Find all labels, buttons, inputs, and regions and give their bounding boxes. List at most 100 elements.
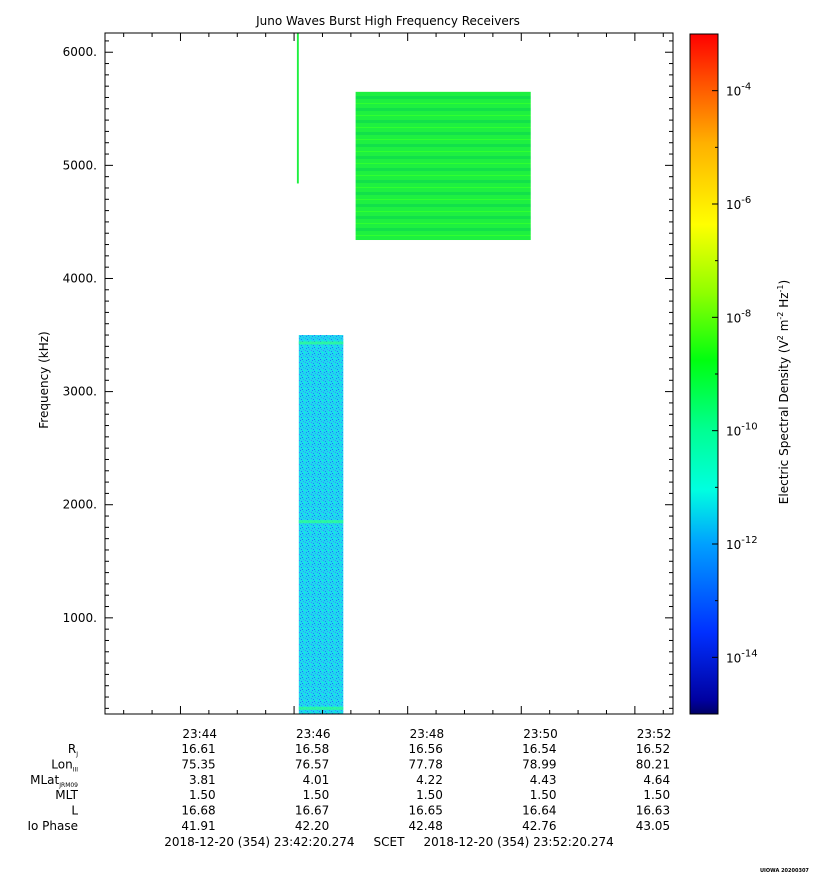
y-tick-label: 2000. [63,498,97,512]
colorbar-tick-label: 10-4 [726,82,751,99]
colorbar-label: Electric Spectral Density (V2 m-2 Hz-1) [776,280,791,504]
colorbar-label-prefix: Electric Spectral Density (V [777,339,791,504]
colorbar-tick-label: 10-8 [726,308,751,325]
ephemeris-value: 16.68 [181,804,215,818]
ephemeris-value: 43.05 [636,819,670,833]
y-tick-label: 3000. [63,385,97,399]
ephemeris-value: 42.20 [295,819,329,833]
ephemeris-value: 75.35 [181,757,215,771]
ephemeris-value: 16.56 [409,742,443,756]
ephemeris-row-label: L [71,804,78,818]
colorbar-label-sup1: 2 [776,335,785,340]
ephemeris-value: 1.50 [303,788,330,802]
watermark: UIOWA 20200307 [760,868,809,874]
colorbar [689,33,719,715]
ephemeris-row-label: MLatJRM09 [30,773,78,789]
ephemeris-value: 16.67 [295,804,329,818]
x-tick-label: 23:44 [182,727,217,741]
ephemeris-value: 1.50 [189,788,216,802]
colorbar-tick-base: 10 [726,198,741,212]
y-tick-label: 1000. [63,611,97,625]
ephemeris-value: 1.50 [416,788,443,802]
colorbar-label-mid1: m [777,320,791,336]
colorbar-tick-base: 10 [726,538,741,552]
colorbar-label-suffix: ) [777,280,791,285]
x-tick-label: 23:50 [523,727,558,741]
ephemeris-value: 42.48 [409,819,443,833]
colorbar-label-sup2: -2 [776,312,785,320]
time-range-label: 2018-12-20 (354) 23:42:20.274 SCET 2018-… [164,835,614,849]
ephemeris-value: 16.52 [636,742,670,756]
ephemeris-label-text: L [71,804,78,818]
plot-area [296,33,531,714]
colorbar-tick-label: 10-10 [726,422,758,439]
ephemeris-value: 76.57 [295,757,329,771]
colorbar-tick-base: 10 [726,425,741,439]
ephemeris-row-label: MLT [55,788,78,802]
colorbar-tick-exponent: -4 [741,82,751,93]
colorbar-label-mid2: Hz [777,292,791,311]
colorbar-tick-exponent: -10 [741,422,757,433]
colorbar-tick-base: 10 [726,85,741,99]
ephemeris-row-label: Io Phase [27,819,78,833]
ephemeris-value: 16.63 [636,804,670,818]
y-tick-label: 6000. [63,45,97,59]
colorbar-tick-exponent: -8 [741,308,751,319]
spectrogram-region [298,335,344,714]
ephemeris-value: 16.54 [522,742,556,756]
ephemeris-value: 4.22 [416,773,443,787]
colorbar-tick-label: 10-14 [726,648,758,665]
colorbar-tick-exponent: -6 [741,195,751,206]
ephemeris-label-text: Lon [51,757,72,771]
ephemeris-label-text: R [68,742,76,756]
ephemeris-value: 42.76 [522,819,556,833]
plot-frame [104,32,674,715]
y-axis-label: Frequency (kHz) [37,331,51,428]
spectrogram-band [298,341,344,345]
y-tick-label: 4000. [63,271,97,285]
x-tick-label: 23:46 [296,727,331,741]
ephemeris-value: 4.43 [530,773,557,787]
ephemeris-value: 77.78 [409,757,443,771]
colorbar-label-sup3: -1 [776,285,785,293]
ephemeris-value: 1.50 [530,788,557,802]
colorbar-tick-exponent: -12 [741,535,757,546]
ephemeris-value: 41.91 [181,819,215,833]
ephemeris-table: RJ 16.61 16.58 16.56 16.54 16.52 LonIII 75.35 76… [27,742,670,833]
ephemeris-label-text: MLat [30,773,59,787]
ephemeris-value: 1.50 [643,788,670,802]
x-tick-label: 23:48 [410,727,445,741]
ephemeris-value: 16.64 [522,804,556,818]
spectrogram-region [355,91,531,241]
spectrogram-region [296,33,299,184]
x-tick-label: 23:52 [637,727,672,741]
y-tick-label: 5000. [63,158,97,172]
colorbar-tick-label: 10-12 [726,535,758,552]
ephemeris-label-subscript: III [73,766,79,773]
ephemeris-value: 16.61 [181,742,215,756]
ephemeris-label-subscript: JRM09 [58,782,78,789]
colorbar-tick-base: 10 [726,311,741,325]
spectrogram-band [298,520,344,524]
ephemeris-value: 4.01 [303,773,330,787]
ephemeris-value: 16.65 [409,804,443,818]
ephemeris-value: 80.21 [636,757,670,771]
ephemeris-row-label: LonIII [51,757,78,773]
ephemeris-label-subscript: J [75,751,78,758]
ephemeris-label-text: MLT [55,788,78,802]
spectrogram-band [298,706,344,710]
ephemeris-label-text: Io Phase [27,819,78,833]
x-axis: 23:44 23:46 23:48 23:50 23:52 [123,33,672,741]
y-axis: 1000. 2000. 3000. 4000. 5000. 6000. [63,40,673,709]
ephemeris-value: 4.64 [643,773,670,787]
chart-title: Juno Waves Burst High Frequency Receiver… [255,14,520,28]
colorbar-tick-label: 10-6 [726,195,751,212]
colorbar-tick-exponent: -14 [741,648,757,659]
ephemeris-row-label: RJ [68,742,78,758]
colorbar-tick-base: 10 [726,651,741,665]
ephemeris-value: 16.58 [295,742,329,756]
ephemeris-value: 78.99 [522,757,556,771]
ephemeris-value: 3.81 [189,773,216,787]
